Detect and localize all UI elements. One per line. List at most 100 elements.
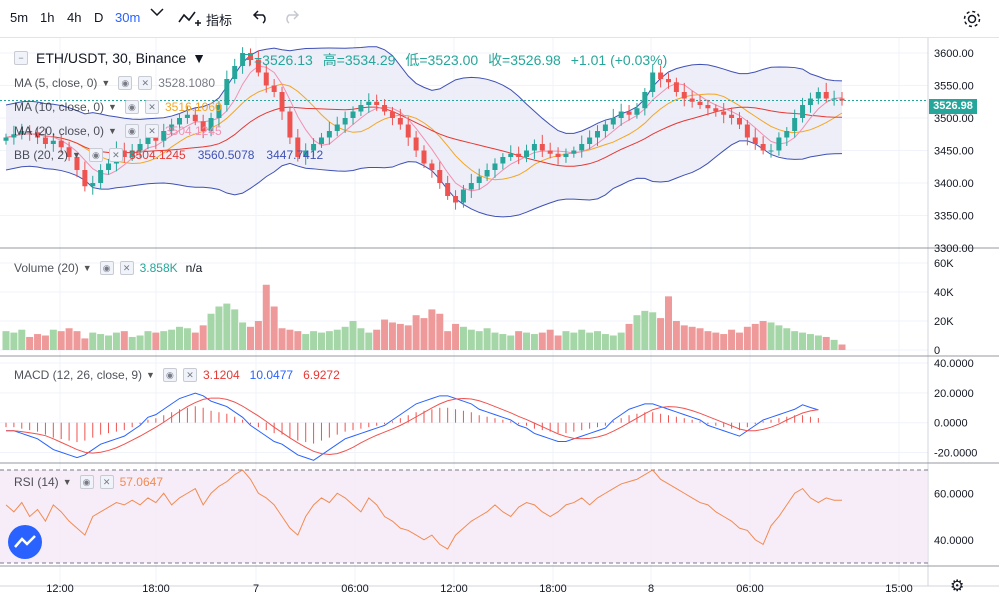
volume-bar (712, 332, 720, 350)
volume-bar (672, 321, 680, 350)
redo-icon[interactable] (282, 8, 300, 24)
indicators-icon[interactable] (178, 8, 202, 28)
volume-bar (830, 339, 838, 350)
volume-bar (191, 332, 199, 350)
chevron-down-icon[interactable]: ▼ (72, 150, 81, 160)
candle-body (311, 144, 317, 151)
eye-icon[interactable]: ◉ (79, 475, 94, 489)
eye-icon[interactable]: ◉ (124, 100, 139, 114)
volume-bar (302, 334, 310, 350)
volume-bar (373, 329, 381, 350)
volume-bar (775, 325, 783, 350)
close-icon[interactable]: ✕ (99, 475, 114, 489)
candle-body (208, 118, 214, 131)
chart-area[interactable]: 3600.00 3550.00 3500.00 3450.00 3400.00 3350.… (0, 38, 999, 604)
volume-bar (10, 332, 18, 350)
chevron-down-icon[interactable]: ▼ (101, 78, 111, 88)
high-value: 高=3534.29 (322, 52, 396, 68)
legend-ma20: MA (20, close, 0) ▼ ◉ ✕ 3504.1245 (14, 124, 222, 138)
eye-icon[interactable]: ◉ (118, 76, 133, 90)
timeframe-d[interactable]: D (94, 10, 104, 25)
undo-icon[interactable] (252, 8, 270, 24)
timeframe-1h[interactable]: 1h (40, 10, 55, 25)
volume-bar (452, 323, 460, 350)
legend-rsi-value: 57.0647 (119, 475, 163, 489)
volume-bar (310, 331, 318, 350)
candle-body (216, 105, 222, 118)
close-icon[interactable]: ✕ (144, 100, 159, 114)
volume-bar (570, 332, 578, 350)
candle-body (342, 118, 348, 125)
timeframe-5m[interactable]: 5m (10, 10, 29, 25)
volume-bar (467, 329, 475, 350)
chevron-down-icon[interactable]: ▼ (108, 126, 117, 136)
candle-body (161, 131, 167, 141)
candle-body (484, 170, 490, 177)
volume-bar (459, 326, 467, 350)
volume-bar (783, 328, 791, 350)
candle-body (831, 98, 837, 100)
eye-icon[interactable]: ◉ (99, 261, 114, 275)
candle-body (673, 82, 679, 92)
volume-bar (641, 310, 649, 350)
candle-body (389, 111, 395, 118)
brand-logo[interactable] (8, 525, 42, 559)
eye-icon[interactable]: ◉ (88, 148, 103, 162)
macd-tick-label: 20.0000 (934, 388, 974, 400)
close-icon[interactable]: ✕ (144, 124, 159, 138)
volume-bar (105, 335, 113, 350)
collapse-icon[interactable]: − (14, 51, 28, 65)
volume-bar (97, 334, 105, 350)
chevron-down-icon[interactable]: ▼ (146, 370, 155, 380)
time-tick-label: 06:00 (736, 583, 764, 595)
close-icon[interactable]: ✕ (182, 368, 197, 382)
close-icon[interactable]: ✕ (119, 261, 134, 275)
time-tick-label: 18:00 (539, 583, 567, 595)
candle-body (768, 150, 774, 152)
chevron-down-icon[interactable]: ▼ (62, 477, 72, 487)
symbol-legend: − ETH/USDT, 30, Binance ▼ (14, 50, 206, 66)
legend-bb-v1: 3504.1245 (128, 148, 186, 162)
volume-bar (499, 334, 507, 350)
candle-body (74, 157, 80, 170)
bollinger-band-fill (6, 46, 842, 217)
close-icon[interactable]: ✕ (108, 148, 123, 162)
volume-bar (317, 332, 325, 350)
price-tick-label: 3600.00 (934, 48, 974, 60)
candle-body (177, 118, 183, 125)
eye-icon[interactable]: ◉ (162, 368, 177, 382)
volume-bar (767, 322, 775, 350)
legend-bb: BB (20, 2) ▼ ◉ ✕ 3504.1245 3560.5078 3447.… (14, 148, 323, 162)
candle-body (405, 124, 411, 138)
gear-icon[interactable] (962, 9, 982, 29)
volume-bar (239, 322, 247, 350)
volume-bar (207, 313, 215, 350)
eye-icon[interactable]: ◉ (124, 124, 139, 138)
volume-bar (341, 326, 349, 350)
candle-body (295, 137, 301, 157)
time-tick-label: 15:00 (885, 583, 913, 595)
price-tick-label: 3300.00 (934, 243, 974, 255)
candle-body (468, 183, 474, 190)
volume-bar (578, 329, 586, 350)
chevron-down-icon[interactable]: ▼ (108, 102, 117, 112)
legend-ma5: MA (5, close, 0) ▼ ◉ ✕ 3528.1080 (14, 76, 215, 90)
candle-body (531, 144, 537, 151)
volume-bar (586, 332, 594, 350)
macd-tick-label: -20.0000 (934, 448, 977, 460)
timeframe-4h[interactable]: 4h (67, 10, 82, 25)
candle-body (184, 114, 190, 118)
close-icon[interactable]: ✕ (138, 76, 153, 90)
chevron-down-icon[interactable]: ▼ (82, 263, 92, 273)
candle-body (382, 105, 388, 112)
candle-body (602, 124, 608, 131)
chevron-down-icon[interactable] (150, 8, 164, 16)
timeframe-30m[interactable]: 30m (115, 10, 141, 25)
volume-bar (136, 335, 144, 350)
settings-gear-icon[interactable]: ⚙ (950, 578, 965, 595)
candle-body (303, 150, 309, 157)
chevron-down-icon[interactable]: ▼ (192, 50, 207, 66)
indicators-label[interactable]: 指标 (206, 13, 233, 28)
top-toolbar: 5m 1h 4h D 30m 指标 (0, 0, 999, 38)
candle-body (744, 124, 750, 138)
